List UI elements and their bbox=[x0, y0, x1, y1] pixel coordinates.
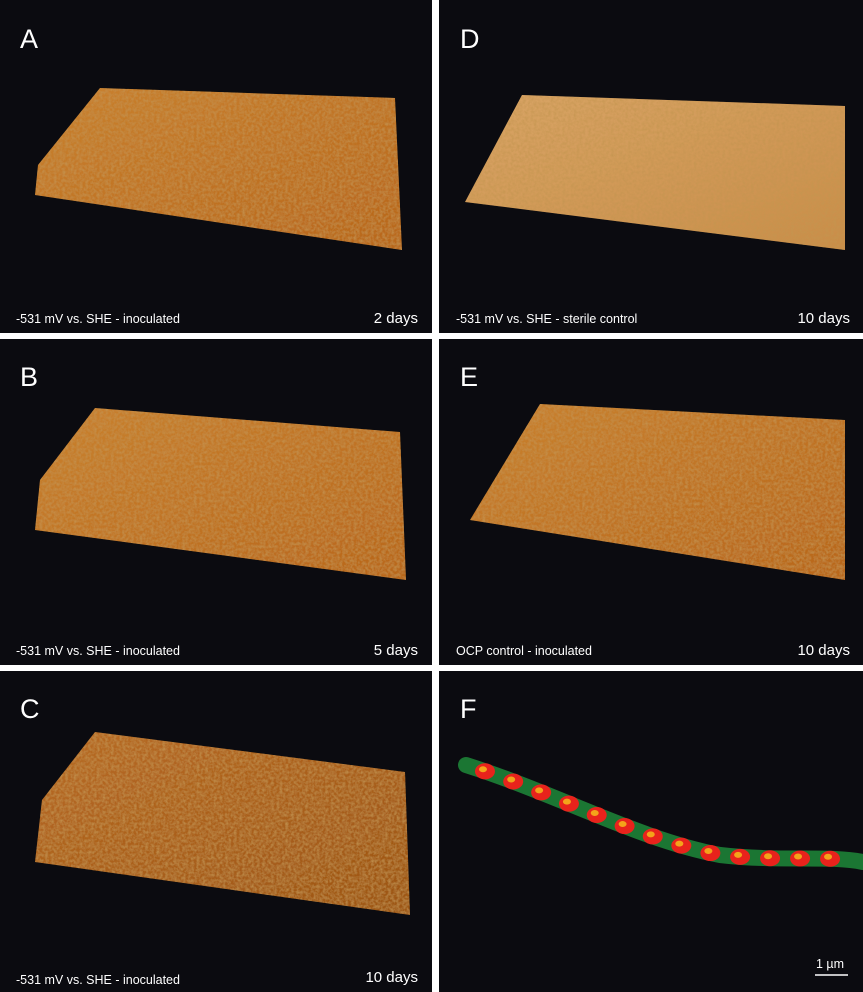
panel-duration: 2 days bbox=[374, 310, 418, 327]
cell-highlight bbox=[704, 848, 712, 854]
cell-highlight bbox=[675, 841, 683, 847]
cell-highlight bbox=[794, 853, 802, 859]
panel-duration: 5 days bbox=[374, 642, 418, 659]
panel-letter: E bbox=[460, 362, 478, 392]
cell-highlight bbox=[591, 810, 599, 816]
panel-letter: F bbox=[460, 694, 477, 724]
panel-letter: D bbox=[460, 24, 480, 54]
panel-duration: 10 days bbox=[365, 969, 418, 986]
panel-letter: A bbox=[20, 24, 38, 54]
figure: A -531 mV vs. SHE - inoculated 2 days B … bbox=[0, 0, 863, 992]
cell-highlight bbox=[734, 852, 742, 858]
cell-highlight bbox=[479, 766, 487, 772]
cell-highlight bbox=[647, 831, 655, 837]
panel-caption: -531 mV vs. SHE - sterile control bbox=[456, 312, 637, 326]
cell-highlight bbox=[535, 787, 543, 793]
panel-duration: 10 days bbox=[797, 310, 850, 327]
panel-caption: -531 mV vs. SHE - inoculated bbox=[16, 312, 180, 326]
cell-highlight bbox=[563, 799, 571, 805]
scale-bar-label: 1 µm bbox=[816, 957, 844, 971]
panel-caption: -531 mV vs. SHE - inoculated bbox=[16, 973, 180, 987]
panel-duration: 10 days bbox=[797, 642, 850, 659]
panel-caption: OCP control - inoculated bbox=[456, 644, 592, 658]
panel-letter: C bbox=[20, 694, 40, 724]
cell-highlight bbox=[824, 854, 832, 860]
cell-highlight bbox=[619, 821, 627, 827]
panel-caption: -531 mV vs. SHE - inoculated bbox=[16, 644, 180, 658]
cell-highlight bbox=[507, 777, 515, 783]
cell-highlight bbox=[764, 853, 772, 859]
panel-letter: B bbox=[20, 362, 38, 392]
